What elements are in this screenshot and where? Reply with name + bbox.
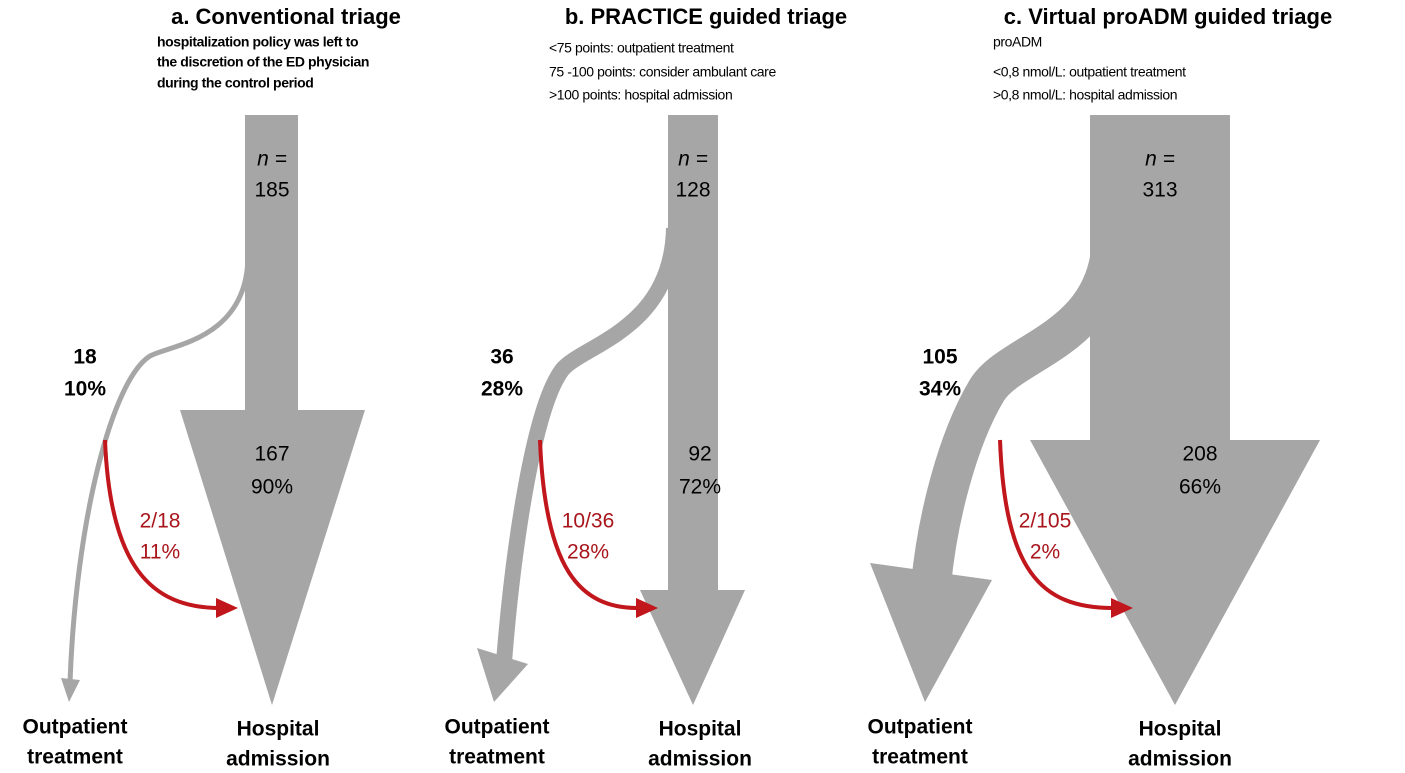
outpatient-count: 105 [922, 346, 957, 369]
outcome-label: Hospital [237, 718, 320, 741]
readmission-percent: 2% [1030, 541, 1060, 564]
outcome-label: admission [226, 748, 330, 771]
flow-trunk [668, 115, 718, 591]
readmission-arrow [998, 439, 1114, 610]
readmission-percent: 11% [140, 541, 180, 564]
outcome-label: Hospital [1139, 718, 1222, 741]
outpatient-percent: 34% [919, 378, 961, 401]
panel-title: c. Virtual proADM guided triage [1004, 4, 1332, 29]
outcome-label: treatment [449, 746, 545, 769]
admission-count: 92 [688, 443, 711, 466]
panel-description: the discretion of the ED physician [157, 54, 369, 70]
outcome-label: treatment [872, 746, 968, 769]
outcome-label: admission [1128, 748, 1232, 771]
outcome-label: Outpatient [868, 716, 973, 739]
admission-count: 208 [1182, 443, 1217, 466]
outcome-label: treatment [27, 746, 123, 769]
flow-branch [496, 227, 682, 663]
flow-arrowhead [180, 410, 365, 705]
panel-description: 75 -100 points: consider ambulant care [549, 64, 776, 80]
admission-percent: 90% [251, 476, 293, 499]
panel-description: during the control period [157, 75, 313, 91]
outcome-label: Outpatient [445, 716, 550, 739]
flow-trunk [245, 115, 298, 411]
panel-description: hospitalization policy was left to [157, 34, 358, 50]
outpatient-percent: 10% [64, 378, 106, 401]
readmission-arrowhead [216, 598, 238, 618]
admission-percent: 72% [679, 476, 721, 499]
readmission-arrow [538, 439, 639, 610]
panel-description: <75 points: outpatient treatment [549, 40, 734, 56]
readmission-arrow [103, 439, 221, 610]
outcome-label: Hospital [659, 718, 742, 741]
outpatient-count: 18 [73, 346, 97, 369]
n-value: 185 [254, 179, 289, 202]
flow-arrowhead [870, 563, 992, 702]
panel-description: >0,8 nmol/L: hospital admission [993, 87, 1177, 103]
flow-branch [911, 238, 1132, 587]
flow-arrowhead [640, 590, 745, 705]
readmission-ratio: 2/18 [140, 510, 181, 533]
n-value: 313 [1142, 179, 1177, 202]
n-label: n = [1145, 148, 1175, 171]
readmission-ratio: 2/105 [1019, 510, 1072, 533]
flow-arrowhead [1030, 440, 1320, 705]
readmission-ratio: 10/36 [562, 510, 615, 533]
flow-arrowhead [477, 648, 528, 702]
admission-count: 167 [254, 443, 289, 466]
panel-title: a. Conventional triage [171, 4, 401, 29]
flow-branch [67, 257, 251, 683]
readmission-percent: 28% [567, 541, 609, 564]
n-label: n = [257, 148, 287, 171]
readmission-arrowhead [1111, 598, 1133, 618]
readmission-arrowhead [636, 598, 658, 618]
panel-description: proADM [993, 34, 1042, 50]
outpatient-percent: 28% [481, 378, 523, 401]
panel-description: >100 points: hospital admission [549, 87, 732, 103]
flow-arrowhead [61, 678, 80, 702]
outpatient-count: 36 [490, 346, 513, 369]
admission-percent: 66% [1179, 476, 1221, 499]
outcome-label: Outpatient [23, 716, 128, 739]
panel-title: b. PRACTICE guided triage [565, 4, 847, 29]
outcome-label: admission [648, 748, 752, 771]
panel-description: <0,8 nmol/L: outpatient treatment [993, 64, 1186, 80]
n-value: 128 [675, 179, 710, 202]
n-label: n = [678, 148, 708, 171]
